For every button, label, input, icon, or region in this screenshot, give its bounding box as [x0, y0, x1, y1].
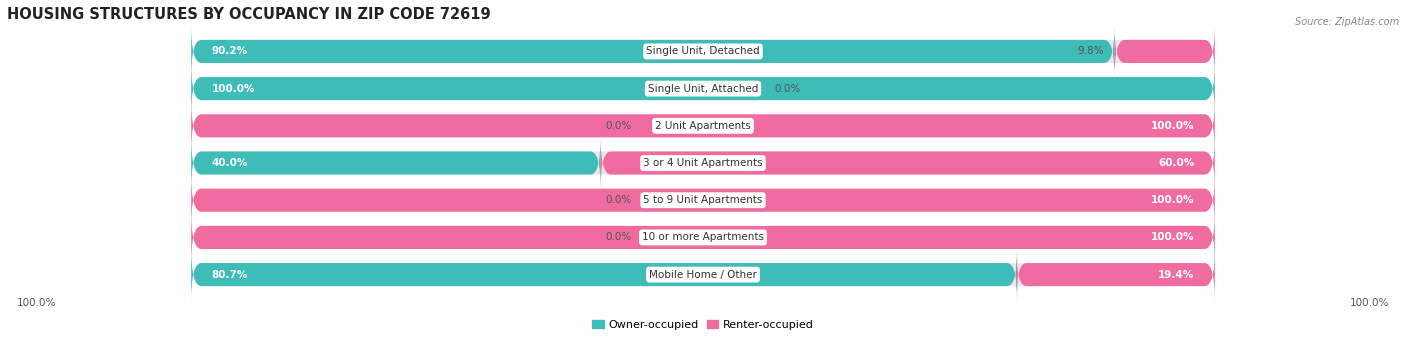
- FancyBboxPatch shape: [191, 249, 1215, 300]
- Text: 5 to 9 Unit Apartments: 5 to 9 Unit Apartments: [644, 195, 762, 205]
- Text: Source: ZipAtlas.com: Source: ZipAtlas.com: [1295, 17, 1399, 27]
- FancyBboxPatch shape: [191, 212, 1215, 263]
- Text: 19.4%: 19.4%: [1159, 269, 1194, 280]
- Text: 60.0%: 60.0%: [1159, 158, 1194, 168]
- Text: 0.0%: 0.0%: [605, 233, 631, 242]
- FancyBboxPatch shape: [191, 212, 1215, 263]
- FancyBboxPatch shape: [191, 63, 1215, 114]
- FancyBboxPatch shape: [191, 137, 600, 189]
- FancyBboxPatch shape: [191, 174, 1215, 226]
- Text: 100.0%: 100.0%: [17, 298, 56, 307]
- FancyBboxPatch shape: [191, 100, 1215, 152]
- Text: 3 or 4 Unit Apartments: 3 or 4 Unit Apartments: [643, 158, 763, 168]
- Text: 40.0%: 40.0%: [212, 158, 247, 168]
- Text: 0.0%: 0.0%: [605, 121, 631, 131]
- Text: Mobile Home / Other: Mobile Home / Other: [650, 269, 756, 280]
- Text: 100.0%: 100.0%: [212, 84, 254, 94]
- Text: 80.7%: 80.7%: [212, 269, 247, 280]
- Text: 100.0%: 100.0%: [1152, 195, 1194, 205]
- Text: 10 or more Apartments: 10 or more Apartments: [643, 233, 763, 242]
- FancyBboxPatch shape: [191, 26, 1115, 77]
- Text: 9.8%: 9.8%: [1078, 47, 1104, 56]
- Text: 2 Unit Apartments: 2 Unit Apartments: [655, 121, 751, 131]
- FancyBboxPatch shape: [600, 137, 1215, 189]
- Text: 100.0%: 100.0%: [1152, 233, 1194, 242]
- FancyBboxPatch shape: [191, 137, 1215, 189]
- Text: Single Unit, Detached: Single Unit, Detached: [647, 47, 759, 56]
- Text: 100.0%: 100.0%: [1152, 121, 1194, 131]
- FancyBboxPatch shape: [191, 174, 1215, 226]
- FancyBboxPatch shape: [1017, 249, 1215, 300]
- FancyBboxPatch shape: [191, 100, 1215, 152]
- Text: 0.0%: 0.0%: [775, 84, 801, 94]
- Text: Single Unit, Attached: Single Unit, Attached: [648, 84, 758, 94]
- FancyBboxPatch shape: [191, 249, 1018, 300]
- Text: 0.0%: 0.0%: [605, 195, 631, 205]
- FancyBboxPatch shape: [191, 26, 1215, 77]
- Text: HOUSING STRUCTURES BY OCCUPANCY IN ZIP CODE 72619: HOUSING STRUCTURES BY OCCUPANCY IN ZIP C…: [7, 7, 491, 22]
- Text: 90.2%: 90.2%: [212, 47, 247, 56]
- FancyBboxPatch shape: [191, 63, 1215, 114]
- Text: 100.0%: 100.0%: [1350, 298, 1389, 307]
- Legend: Owner-occupied, Renter-occupied: Owner-occupied, Renter-occupied: [588, 316, 818, 334]
- FancyBboxPatch shape: [1115, 26, 1215, 77]
